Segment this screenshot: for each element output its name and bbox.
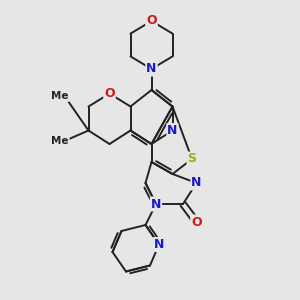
Text: Me: Me: [51, 136, 69, 146]
Text: N: N: [146, 62, 157, 76]
Text: N: N: [154, 238, 164, 251]
Text: N: N: [191, 176, 202, 190]
Text: O: O: [191, 215, 202, 229]
Text: O: O: [104, 87, 115, 100]
Text: N: N: [167, 124, 178, 137]
Text: N: N: [151, 197, 161, 211]
Text: O: O: [146, 14, 157, 28]
Text: Me: Me: [51, 91, 69, 101]
Text: S: S: [188, 152, 196, 166]
